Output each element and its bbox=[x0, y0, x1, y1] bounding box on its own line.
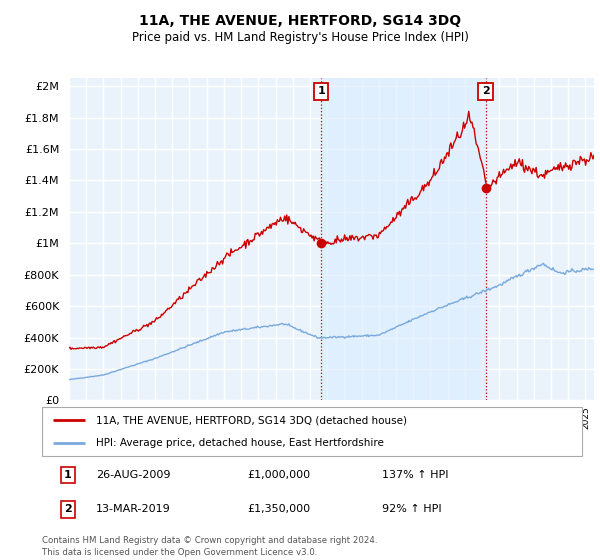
Text: 92% ↑ HPI: 92% ↑ HPI bbox=[382, 505, 442, 515]
Text: 13-MAR-2019: 13-MAR-2019 bbox=[96, 505, 171, 515]
Text: £1,350,000: £1,350,000 bbox=[247, 505, 310, 515]
Text: 2: 2 bbox=[64, 505, 72, 515]
Text: 1: 1 bbox=[64, 470, 72, 480]
Text: 1: 1 bbox=[317, 86, 325, 96]
Text: 2: 2 bbox=[482, 86, 490, 96]
Bar bbox=[321, 78, 485, 400]
Text: 11A, THE AVENUE, HERTFORD, SG14 3DQ (detached house): 11A, THE AVENUE, HERTFORD, SG14 3DQ (det… bbox=[96, 416, 407, 426]
Text: Price paid vs. HM Land Registry's House Price Index (HPI): Price paid vs. HM Land Registry's House … bbox=[131, 31, 469, 44]
Text: Contains HM Land Registry data © Crown copyright and database right 2024.: Contains HM Land Registry data © Crown c… bbox=[42, 536, 377, 545]
Text: 11A, THE AVENUE, HERTFORD, SG14 3DQ: 11A, THE AVENUE, HERTFORD, SG14 3DQ bbox=[139, 14, 461, 28]
Text: 26-AUG-2009: 26-AUG-2009 bbox=[96, 470, 170, 480]
Text: This data is licensed under the Open Government Licence v3.0.: This data is licensed under the Open Gov… bbox=[42, 548, 317, 557]
Text: 137% ↑ HPI: 137% ↑ HPI bbox=[382, 470, 449, 480]
Text: £1,000,000: £1,000,000 bbox=[247, 470, 310, 480]
Text: HPI: Average price, detached house, East Hertfordshire: HPI: Average price, detached house, East… bbox=[96, 438, 384, 448]
